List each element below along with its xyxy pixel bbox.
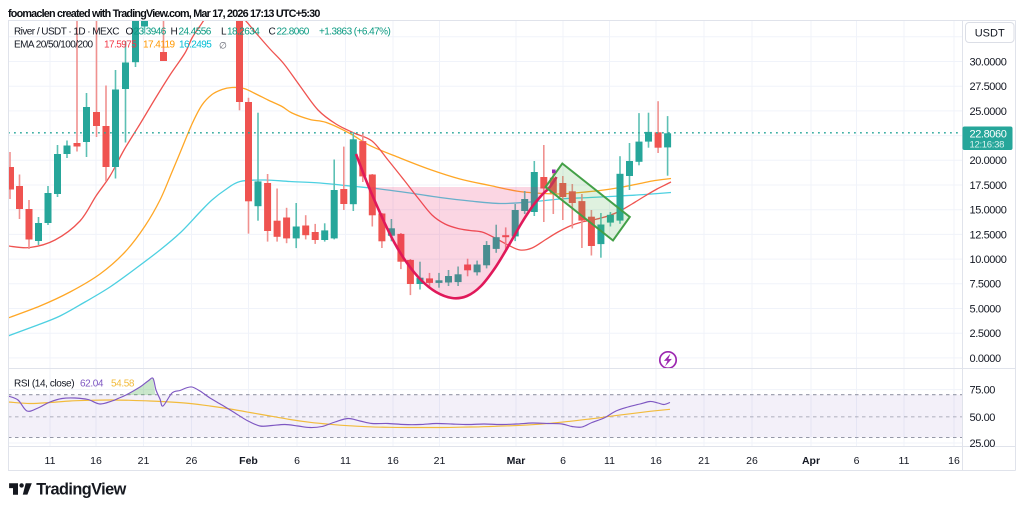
- svg-text:6: 6: [854, 455, 860, 467]
- svg-text:27.5000: 27.5000: [970, 81, 1007, 93]
- svg-text:17.5975: 17.5975: [104, 40, 137, 51]
- svg-text:6: 6: [294, 455, 300, 467]
- svg-text:22.8060: 22.8060: [970, 128, 1007, 140]
- svg-text:2.5000: 2.5000: [970, 328, 1002, 340]
- svg-text:11: 11: [45, 455, 56, 467]
- svg-text:O: O: [126, 27, 134, 38]
- svg-text:6: 6: [560, 455, 566, 467]
- svg-text:54.58: 54.58: [111, 379, 135, 390]
- svg-text:Apr: Apr: [802, 455, 820, 467]
- svg-text:TradingView: TradingView: [36, 480, 126, 498]
- svg-text:11: 11: [604, 455, 615, 467]
- svg-text:24.4556: 24.4556: [179, 27, 212, 38]
- svg-text:22.8060: 22.8060: [277, 27, 310, 38]
- svg-text:Mar: Mar: [507, 455, 526, 467]
- svg-text:C: C: [269, 27, 276, 38]
- svg-text:7.5000: 7.5000: [970, 279, 1002, 291]
- svg-text:62.04: 62.04: [80, 379, 104, 390]
- svg-text:23.3946: 23.3946: [134, 27, 167, 38]
- svg-text:10.0000: 10.0000: [970, 254, 1007, 266]
- svg-text:18.2634: 18.2634: [227, 27, 260, 38]
- svg-text:∅: ∅: [219, 41, 227, 51]
- svg-text:17.5000: 17.5000: [970, 180, 1007, 192]
- svg-text:30.0000: 30.0000: [970, 56, 1007, 68]
- svg-text:25.00: 25.00: [970, 438, 996, 450]
- svg-text:26: 26: [746, 455, 758, 467]
- svg-text:50.00: 50.00: [970, 412, 996, 424]
- svg-text:RSI (14, close): RSI (14, close): [14, 379, 74, 390]
- svg-text:17.4119: 17.4119: [143, 40, 176, 51]
- svg-text:12.5000: 12.5000: [970, 229, 1007, 241]
- svg-text:foomaclen created with Trading: foomaclen created with TradingView.com, …: [8, 8, 320, 20]
- svg-text:Feb: Feb: [239, 455, 258, 467]
- svg-text:16: 16: [90, 455, 102, 467]
- svg-text:21: 21: [698, 455, 710, 467]
- svg-text:25.0000: 25.0000: [970, 106, 1007, 118]
- svg-text:16.2495: 16.2495: [179, 40, 212, 51]
- svg-text:21: 21: [434, 455, 446, 467]
- svg-text:USDT: USDT: [975, 27, 1005, 39]
- svg-text:H: H: [171, 27, 178, 38]
- svg-text:20.0000: 20.0000: [970, 155, 1007, 167]
- svg-text:16: 16: [387, 455, 399, 467]
- svg-text:16: 16: [948, 455, 960, 467]
- svg-text:12:16:38: 12:16:38: [970, 139, 1005, 150]
- svg-text:11: 11: [340, 455, 351, 467]
- svg-text:5.0000: 5.0000: [970, 303, 1002, 315]
- svg-text:0.0000: 0.0000: [970, 353, 1002, 365]
- svg-text:L: L: [221, 27, 227, 38]
- svg-text:11: 11: [899, 455, 910, 467]
- svg-text:+1.3863 (+6.47%): +1.3863 (+6.47%): [319, 27, 390, 38]
- svg-text:21: 21: [138, 455, 150, 467]
- svg-text:75.00: 75.00: [970, 385, 996, 397]
- svg-text:15.0000: 15.0000: [970, 205, 1007, 217]
- svg-text:River / USDT · 1D · MEXC: River / USDT · 1D · MEXC: [14, 27, 119, 38]
- svg-text:16: 16: [650, 455, 662, 467]
- svg-text:26: 26: [186, 455, 198, 467]
- svg-text:EMA 20/50/100/200: EMA 20/50/100/200: [14, 40, 93, 51]
